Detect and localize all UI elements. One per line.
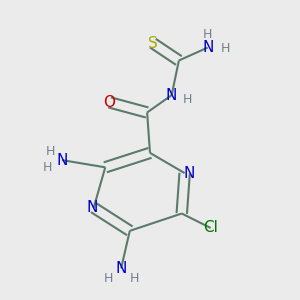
Text: H: H (43, 161, 52, 174)
Text: N: N (183, 166, 195, 181)
Text: H: H (129, 272, 139, 285)
Text: N: N (166, 88, 177, 103)
Text: O: O (103, 95, 116, 110)
Text: Cl: Cl (203, 220, 218, 236)
Text: N: N (202, 40, 213, 55)
Text: H: H (183, 93, 192, 106)
Text: N: N (86, 200, 98, 215)
Text: H: H (46, 145, 55, 158)
Text: N: N (116, 261, 127, 276)
Text: N: N (56, 153, 68, 168)
Text: H: H (103, 272, 113, 285)
Text: H: H (203, 28, 212, 41)
Text: S: S (148, 36, 158, 51)
Text: H: H (221, 43, 230, 56)
